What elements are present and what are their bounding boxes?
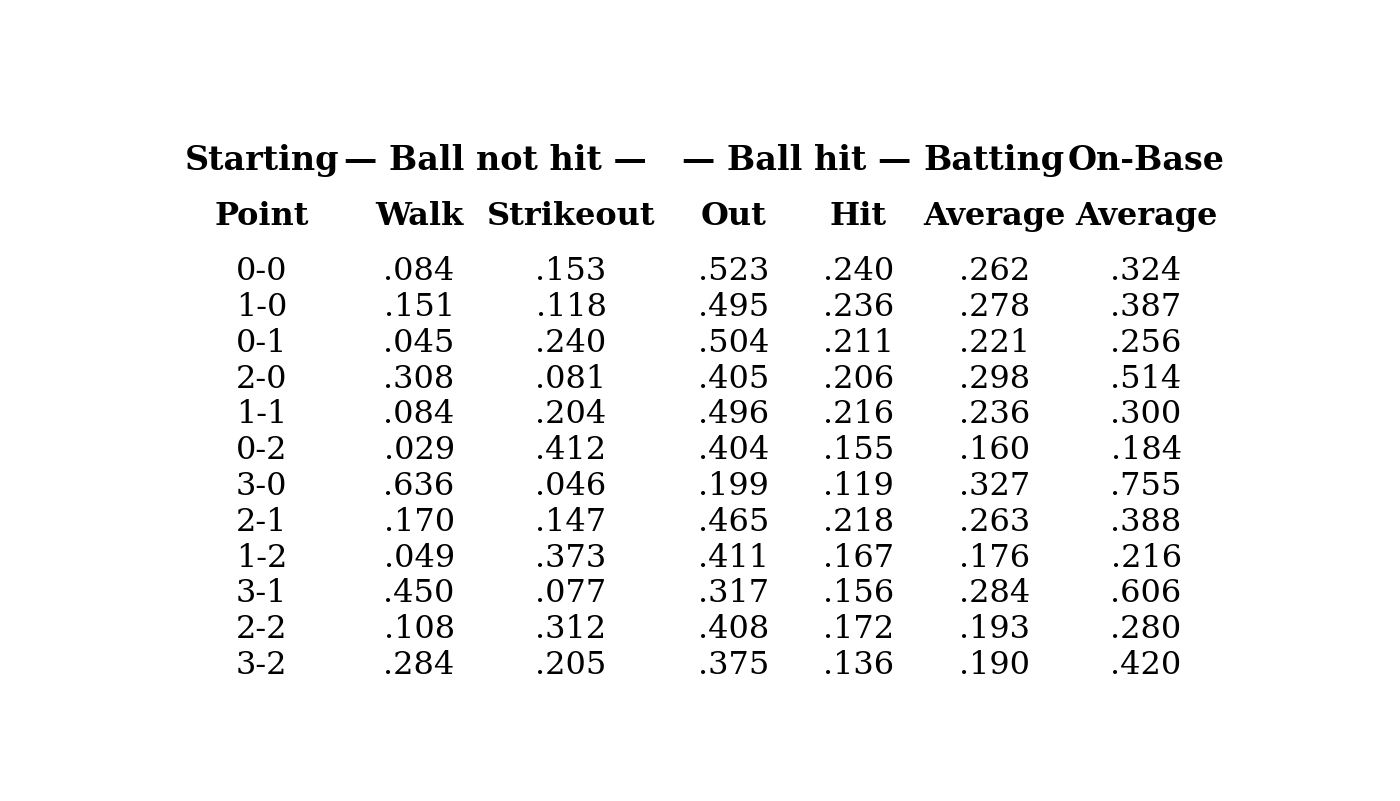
Text: .373: .373 <box>535 542 606 574</box>
Text: .465: .465 <box>699 507 770 537</box>
Text: .412: .412 <box>535 435 606 466</box>
Text: .221: .221 <box>959 328 1030 359</box>
Text: 0-0: 0-0 <box>237 256 287 288</box>
Text: .049: .049 <box>384 542 455 574</box>
Text: .160: .160 <box>959 435 1030 466</box>
Text: .216: .216 <box>823 400 895 430</box>
Text: .147: .147 <box>535 507 606 537</box>
Text: 1-2: 1-2 <box>237 542 287 574</box>
Text: .156: .156 <box>823 578 895 610</box>
Text: .045: .045 <box>384 328 455 359</box>
Text: .375: .375 <box>699 650 770 681</box>
Text: 2-2: 2-2 <box>237 614 287 645</box>
Text: Starting: Starting <box>185 144 339 177</box>
Text: Out: Out <box>701 201 767 232</box>
Text: .312: .312 <box>535 614 606 645</box>
Text: .284: .284 <box>384 650 455 681</box>
Text: Point: Point <box>214 201 309 232</box>
Text: .218: .218 <box>823 507 895 537</box>
Text: .077: .077 <box>535 578 606 610</box>
Text: .153: .153 <box>535 256 606 288</box>
Text: .327: .327 <box>959 471 1030 502</box>
Text: 0-2: 0-2 <box>237 435 287 466</box>
Text: .084: .084 <box>384 256 455 288</box>
Text: Average: Average <box>1075 201 1217 232</box>
Text: .298: .298 <box>959 364 1030 395</box>
Text: .404: .404 <box>699 435 770 466</box>
Text: .256: .256 <box>1110 328 1182 359</box>
Text: .606: .606 <box>1110 578 1182 610</box>
Text: .504: .504 <box>699 328 770 359</box>
Text: Batting: Batting <box>924 144 1065 177</box>
Text: .170: .170 <box>384 507 455 537</box>
Text: .450: .450 <box>384 578 455 610</box>
Text: On-Base: On-Base <box>1068 144 1225 177</box>
Text: .387: .387 <box>1110 292 1182 323</box>
Text: .240: .240 <box>535 328 606 359</box>
Text: .184: .184 <box>1110 435 1182 466</box>
Text: .408: .408 <box>699 614 770 645</box>
Text: .411: .411 <box>699 542 769 574</box>
Text: .317: .317 <box>699 578 770 610</box>
Text: .204: .204 <box>535 400 606 430</box>
Text: .324: .324 <box>1110 256 1182 288</box>
Text: .236: .236 <box>959 400 1030 430</box>
Text: .280: .280 <box>1110 614 1182 645</box>
Text: 3-1: 3-1 <box>237 578 287 610</box>
Text: .263: .263 <box>959 507 1030 537</box>
Text: 1-0: 1-0 <box>237 292 287 323</box>
Text: — Ball hit —: — Ball hit — <box>682 144 911 177</box>
Text: .193: .193 <box>959 614 1029 645</box>
Text: .636: .636 <box>384 471 455 502</box>
Text: 0-1: 0-1 <box>237 328 287 359</box>
Text: 2-0: 2-0 <box>237 364 287 395</box>
Text: .405: .405 <box>699 364 770 395</box>
Text: 3-2: 3-2 <box>237 650 287 681</box>
Text: .151: .151 <box>384 292 455 323</box>
Text: .176: .176 <box>959 542 1030 574</box>
Text: .199: .199 <box>699 471 769 502</box>
Text: .216: .216 <box>1110 542 1182 574</box>
Text: .523: .523 <box>699 256 770 288</box>
Text: — Ball not hit —: — Ball not hit — <box>344 144 647 177</box>
Text: .236: .236 <box>823 292 895 323</box>
Text: .136: .136 <box>823 650 895 681</box>
Text: .118: .118 <box>536 292 606 323</box>
Text: .308: .308 <box>384 364 455 395</box>
Text: .205: .205 <box>535 650 606 681</box>
Text: .155: .155 <box>823 435 895 466</box>
Text: .190: .190 <box>959 650 1029 681</box>
Text: .029: .029 <box>384 435 455 466</box>
Text: .284: .284 <box>959 578 1030 610</box>
Text: .300: .300 <box>1110 400 1182 430</box>
Text: .388: .388 <box>1110 507 1182 537</box>
Text: .278: .278 <box>959 292 1030 323</box>
Text: .420: .420 <box>1110 650 1182 681</box>
Text: .206: .206 <box>823 364 895 395</box>
Text: 2-1: 2-1 <box>237 507 287 537</box>
Text: .167: .167 <box>823 542 895 574</box>
Text: .755: .755 <box>1110 471 1182 502</box>
Text: Walk: Walk <box>375 201 463 232</box>
Text: .240: .240 <box>823 256 895 288</box>
Text: .172: .172 <box>823 614 895 645</box>
Text: .084: .084 <box>384 400 455 430</box>
Text: Average: Average <box>923 201 1065 232</box>
Text: .262: .262 <box>959 256 1030 288</box>
Text: Strikeout: Strikeout <box>487 201 655 232</box>
Text: .211: .211 <box>823 328 895 359</box>
Text: .119: .119 <box>823 471 895 502</box>
Text: .081: .081 <box>535 364 606 395</box>
Text: .496: .496 <box>699 400 770 430</box>
Text: .108: .108 <box>384 614 455 645</box>
Text: .495: .495 <box>699 292 770 323</box>
Text: .514: .514 <box>1110 364 1182 395</box>
Text: 3-0: 3-0 <box>237 471 287 502</box>
Text: 1-1: 1-1 <box>237 400 287 430</box>
Text: Hit: Hit <box>830 201 888 232</box>
Text: .046: .046 <box>535 471 606 502</box>
